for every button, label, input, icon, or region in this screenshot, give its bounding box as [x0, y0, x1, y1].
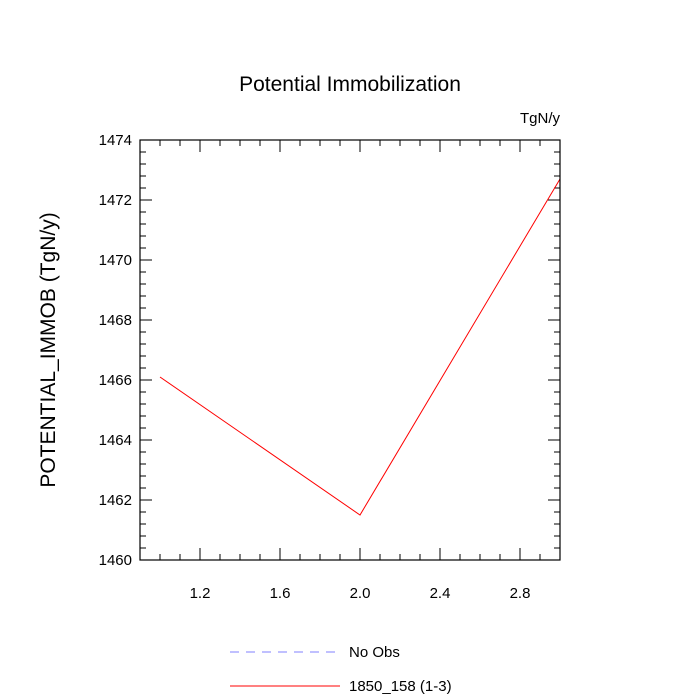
- plot-frame: [139, 139, 561, 561]
- x-tick-label: 2.0: [350, 585, 371, 602]
- y-axis-label: POTENTIAL_IMMOB (TgN/y): [37, 212, 60, 487]
- legend-label: No Obs: [349, 644, 400, 661]
- legend-label: 1850_158 (1-3): [349, 678, 452, 695]
- y-tick-label: 1474: [99, 132, 132, 149]
- chart-title: Potential Immobilization: [239, 73, 461, 96]
- x-tick-label: 1.2: [190, 585, 211, 602]
- units-label: TgN/y: [520, 110, 561, 127]
- y-tick-label: 1468: [99, 312, 132, 329]
- x-tick-label: 2.4: [430, 585, 451, 602]
- y-tick-label: 1464: [99, 432, 132, 449]
- x-tick-label: 2.8: [510, 585, 531, 602]
- y-tick-label: 1462: [99, 492, 132, 509]
- y-tick-label: 1472: [99, 192, 132, 209]
- y-tick-label: 1466: [99, 372, 132, 389]
- y-tick-label: 1470: [99, 252, 132, 269]
- x-tick-label: 1.6: [270, 585, 291, 602]
- y-tick-label: 1460: [99, 552, 132, 569]
- series-line: [159, 178, 561, 516]
